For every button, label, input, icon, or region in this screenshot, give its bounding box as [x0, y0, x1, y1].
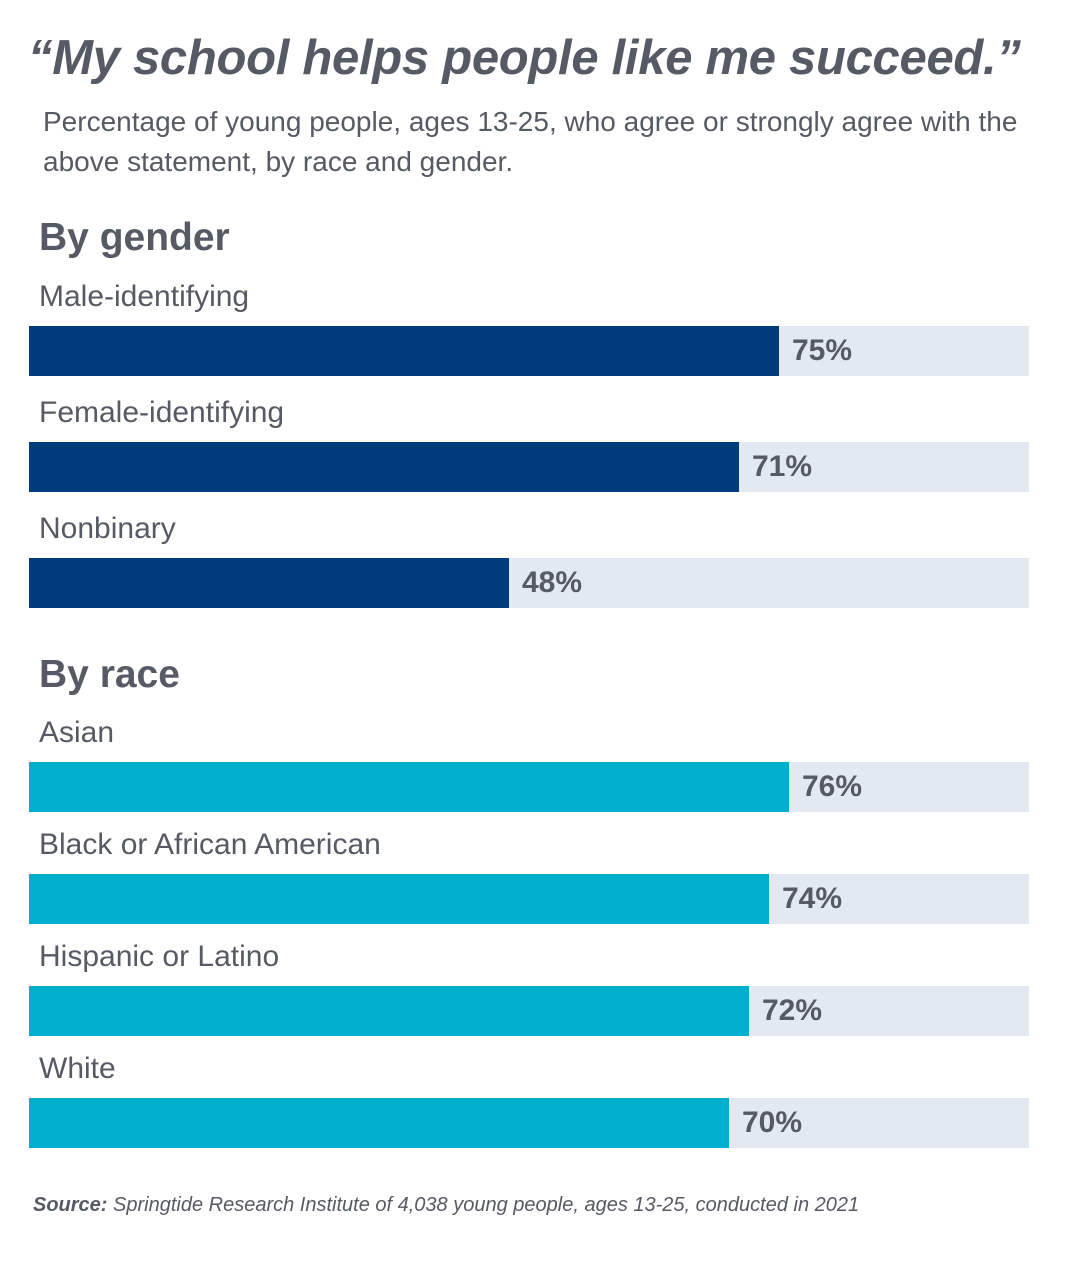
category-label: Hispanic or Latino: [39, 940, 280, 973]
bar: [29, 1098, 729, 1148]
category-label: Asian: [39, 716, 115, 749]
data-label: 74%: [782, 882, 843, 915]
category-label: White: [39, 1052, 116, 1085]
source-note: Source: Springtide Research Institute of…: [33, 1194, 859, 1217]
bar-track: 76%: [29, 762, 1029, 812]
category-label: Female-identifying: [39, 396, 285, 429]
data-label: 72%: [762, 994, 823, 1027]
source-text: Springtide Research Institute of 4,038 y…: [107, 1194, 860, 1216]
data-label: 75%: [792, 334, 853, 367]
bar-track: 70%: [29, 1098, 1029, 1148]
data-label: 70%: [742, 1106, 803, 1139]
chart-subtitle: Percentage of young people, ages 13-25, …: [43, 106, 1018, 177]
bar-track: 72%: [29, 986, 1029, 1036]
section-heading-gender: By gender: [39, 216, 230, 259]
bar: [29, 762, 789, 812]
data-label: 48%: [522, 566, 583, 599]
bar: [29, 874, 769, 924]
source-label: Source:: [33, 1194, 108, 1216]
chart-title: “My school helps people like me succeed.…: [28, 31, 1021, 85]
data-label: 71%: [752, 450, 813, 483]
section-heading-race: By race: [39, 653, 180, 696]
bar-track: 75%: [29, 326, 1029, 376]
category-label: Male-identifying: [39, 280, 250, 313]
bar: [29, 986, 749, 1036]
bar: [29, 558, 509, 608]
category-label: Black or African American: [39, 828, 381, 861]
bar: [29, 326, 779, 376]
bar-track: 48%: [29, 558, 1029, 608]
category-label: Nonbinary: [39, 512, 176, 545]
data-label: 76%: [802, 770, 863, 803]
bar-track: 74%: [29, 874, 1029, 924]
bar: [29, 442, 739, 492]
bar-track: 71%: [29, 442, 1029, 492]
